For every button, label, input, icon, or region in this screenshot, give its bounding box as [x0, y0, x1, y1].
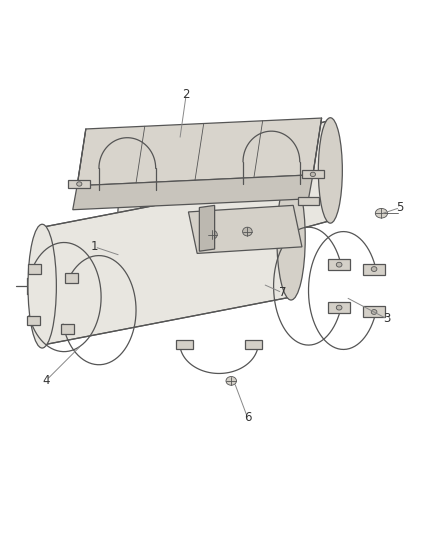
Polygon shape [73, 175, 313, 210]
Ellipse shape [243, 227, 252, 236]
Text: 6: 6 [244, 410, 251, 424]
Polygon shape [244, 341, 262, 349]
Polygon shape [176, 341, 194, 349]
Polygon shape [130, 120, 330, 275]
Polygon shape [77, 118, 321, 185]
Polygon shape [363, 264, 385, 274]
Polygon shape [302, 171, 324, 179]
Text: 5: 5 [396, 201, 404, 214]
Polygon shape [328, 302, 350, 313]
Polygon shape [28, 264, 41, 274]
Ellipse shape [310, 172, 315, 176]
Polygon shape [328, 260, 350, 270]
Ellipse shape [277, 176, 305, 300]
Ellipse shape [227, 377, 235, 384]
Polygon shape [42, 179, 291, 345]
Ellipse shape [208, 230, 217, 239]
Text: 1: 1 [91, 240, 98, 253]
Polygon shape [27, 316, 40, 325]
Polygon shape [61, 324, 74, 334]
Text: 7: 7 [279, 286, 286, 299]
Ellipse shape [371, 266, 377, 271]
Polygon shape [68, 180, 90, 188]
Text: 3: 3 [383, 312, 391, 325]
Ellipse shape [336, 305, 342, 310]
Ellipse shape [375, 208, 388, 218]
Polygon shape [298, 197, 319, 205]
Polygon shape [188, 205, 302, 253]
Ellipse shape [371, 310, 377, 314]
Ellipse shape [336, 262, 342, 267]
Text: 4: 4 [43, 374, 50, 386]
Ellipse shape [117, 172, 141, 278]
Polygon shape [199, 205, 215, 251]
Polygon shape [65, 273, 78, 283]
Ellipse shape [318, 118, 343, 223]
Ellipse shape [77, 182, 82, 186]
Polygon shape [363, 306, 385, 317]
Ellipse shape [226, 376, 237, 385]
Ellipse shape [28, 224, 57, 348]
Text: 2: 2 [183, 87, 190, 101]
